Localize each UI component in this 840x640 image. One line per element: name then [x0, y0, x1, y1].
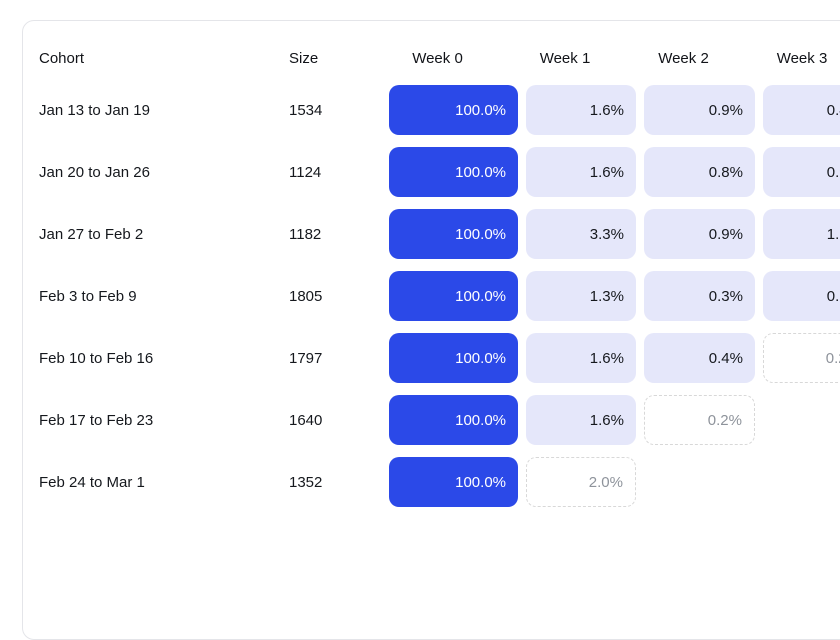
column-header-week-1: Week 1	[539, 49, 591, 67]
cohort-retention-table: Cohort Size Week 0 Week 1 Week 2 Week 3 …	[22, 20, 840, 640]
column-header-week-0: Week 0	[412, 49, 463, 67]
retention-cell-week-1[interactable]: 1.6%	[526, 85, 636, 135]
retention-cell-week-1[interactable]: 1.3%	[526, 271, 636, 321]
retention-cell-week-1[interactable]: 1.6%	[526, 333, 636, 383]
cohort-size: 1805	[289, 287, 323, 305]
table-row: Jan 20 to Jan 26 1124 100.0% 1.6% 0.8% 0…	[39, 141, 840, 203]
retention-cell-week-2[interactable]: 0.8%	[644, 147, 755, 197]
table-row: Feb 10 to Feb 16 1797 100.0% 1.6% 0.4% 0…	[39, 327, 840, 389]
table-header-row: Cohort Size Week 0 Week 1 Week 2 Week 3	[39, 37, 840, 79]
table-row: Feb 24 to Mar 1 1352 100.0% 2.0%	[39, 451, 840, 513]
retention-cell-week-3[interactable]: 1.1%	[763, 209, 840, 259]
cohort-label: Feb 24 to Mar 1	[39, 473, 145, 491]
retention-cell-week-0[interactable]: 100.0%	[389, 395, 518, 445]
table-row: Jan 27 to Feb 2 1182 100.0% 3.3% 0.9% 1.…	[39, 203, 840, 265]
column-header-week-3: Week 3	[776, 49, 828, 67]
cohort-size: 1124	[289, 163, 322, 181]
table-row: Feb 17 to Feb 23 1640 100.0% 1.6% 0.2%	[39, 389, 840, 451]
cohort-label: Feb 3 to Feb 9	[39, 287, 137, 305]
retention-cell-week-2[interactable]: 0.4%	[644, 333, 755, 383]
retention-cell-week-2[interactable]: 0.9%	[644, 85, 755, 135]
table-row: Feb 3 to Feb 9 1805 100.0% 1.3% 0.3% 0.2…	[39, 265, 840, 327]
column-header-cohort: Cohort	[39, 49, 85, 67]
cohort-label: Jan 13 to Jan 19	[39, 101, 150, 119]
retention-cell-week-2-projected[interactable]: 0.2%	[644, 395, 755, 445]
cohort-size: 1352	[289, 473, 323, 491]
retention-cell-week-3[interactable]: 0.2%	[763, 271, 840, 321]
table-row: Jan 13 to Jan 19 1534 100.0% 1.6% 0.9% 0…	[39, 79, 840, 141]
cohort-label: Jan 27 to Feb 2	[39, 225, 144, 243]
cohort-size: 1534	[289, 101, 323, 119]
cohort-size: 1182	[289, 225, 322, 243]
cohort-size: 1797	[289, 349, 323, 367]
cohort-size: 1640	[289, 411, 323, 429]
retention-cell-week-1[interactable]: 1.6%	[526, 147, 636, 197]
retention-cell-week-0[interactable]: 100.0%	[389, 147, 518, 197]
column-header-week-2: Week 2	[658, 49, 709, 67]
retention-cell-week-3[interactable]: 0.4%	[763, 85, 840, 135]
retention-cell-week-0[interactable]: 100.0%	[389, 209, 518, 259]
cohort-label: Feb 10 to Feb 16	[39, 349, 154, 367]
retention-cell-week-3[interactable]: 0.9%	[763, 147, 840, 197]
column-header-size: Size	[289, 49, 319, 67]
retention-cell-week-0[interactable]: 100.0%	[389, 85, 518, 135]
retention-cell-week-2[interactable]: 0.9%	[644, 209, 755, 259]
retention-cell-week-0[interactable]: 100.0%	[389, 333, 518, 383]
retention-cell-week-1[interactable]: 1.6%	[526, 395, 636, 445]
retention-cell-week-2[interactable]: 0.3%	[644, 271, 755, 321]
retention-cell-week-1[interactable]: 3.3%	[526, 209, 636, 259]
cohort-label: Jan 20 to Jan 26	[39, 163, 150, 181]
retention-cell-week-1-projected[interactable]: 2.0%	[526, 457, 636, 507]
cohort-label: Feb 17 to Feb 23	[39, 411, 154, 429]
retention-cell-week-0[interactable]: 100.0%	[389, 457, 518, 507]
retention-cell-week-3-projected[interactable]: 0.2%	[763, 333, 840, 383]
retention-cell-week-0[interactable]: 100.0%	[389, 271, 518, 321]
